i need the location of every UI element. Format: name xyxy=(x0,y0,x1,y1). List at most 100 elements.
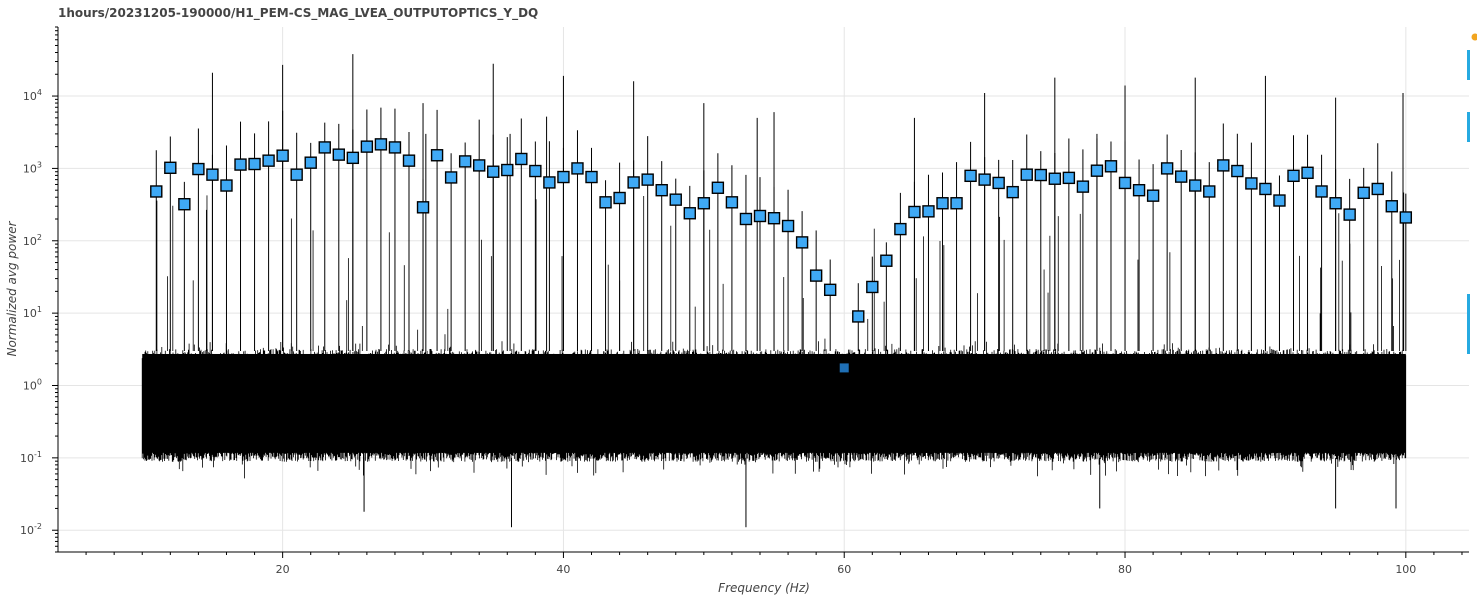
data-point-marker[interactable] xyxy=(444,171,458,184)
data-point-marker[interactable] xyxy=(992,176,1005,190)
data-point-marker[interactable] xyxy=(1315,185,1328,198)
reset-tool-icon[interactable] xyxy=(1467,294,1470,354)
data-point-marker[interactable] xyxy=(487,165,500,178)
data-point-marker[interactable] xyxy=(655,183,668,197)
data-point-marker[interactable] xyxy=(781,219,795,233)
data-point-marker[interactable] xyxy=(641,173,654,186)
data-point-marker[interactable] xyxy=(557,170,570,184)
data-point-marker[interactable] xyxy=(950,197,963,210)
data-point-marker[interactable] xyxy=(318,141,331,154)
axes: 20 40 60 80 100 10-2 10-1 100 101 102 103 104 xyxy=(20,26,1469,576)
data-point-marker[interactable] xyxy=(852,310,865,323)
data-point-marker[interactable] xyxy=(262,154,275,167)
data-point-marker[interactable] xyxy=(472,159,486,172)
data-point-marker[interactable] xyxy=(978,173,991,186)
markers[interactable] xyxy=(150,138,1413,373)
data-point-marker[interactable] xyxy=(683,207,696,220)
data-point-marker[interactable] xyxy=(1189,179,1202,192)
data-point-marker[interactable] xyxy=(1090,164,1104,177)
data-point-marker[interactable] xyxy=(360,140,374,153)
data-point-marker[interactable] xyxy=(964,169,977,183)
plot-toolbar[interactable] xyxy=(1467,28,1477,358)
data-point-marker[interactable] xyxy=(290,168,303,181)
data-point-marker[interactable] xyxy=(697,197,711,210)
data-point-marker[interactable] xyxy=(1245,177,1258,190)
data-point-marker[interactable] xyxy=(1146,189,1160,202)
data-point-marker[interactable] xyxy=(922,205,935,218)
data-point-marker[interactable] xyxy=(1034,168,1047,182)
bokeh-logo-icon[interactable] xyxy=(1467,30,1477,44)
data-point-marker[interactable] xyxy=(1020,168,1033,181)
zoom-tool-icon[interactable] xyxy=(1467,112,1470,142)
pan-tool-icon[interactable] xyxy=(1467,50,1470,80)
data-point-marker[interactable] xyxy=(374,138,388,151)
data-point-marker[interactable] xyxy=(1273,194,1286,207)
data-point-marker-60hz[interactable] xyxy=(839,363,849,373)
data-point-marker[interactable] xyxy=(669,193,682,206)
data-point-marker[interactable] xyxy=(809,269,823,282)
data-point-marker[interactable] xyxy=(416,201,430,214)
data-point-marker[interactable] xyxy=(1385,200,1398,213)
data-point-marker[interactable] xyxy=(248,157,261,171)
data-point-marker[interactable] xyxy=(276,149,289,162)
data-point-marker[interactable] xyxy=(388,141,402,154)
data-point-marker[interactable] xyxy=(1287,169,1300,183)
data-point-marker[interactable] xyxy=(585,170,598,184)
data-point-marker[interactable] xyxy=(739,212,753,226)
data-point-marker[interactable] xyxy=(515,152,528,166)
data-point-marker[interactable] xyxy=(402,154,416,167)
data-point-marker[interactable] xyxy=(164,161,177,174)
data-point-marker[interactable] xyxy=(1399,211,1413,224)
data-point-marker[interactable] xyxy=(529,164,542,178)
data-point-marker[interactable] xyxy=(1343,208,1356,221)
data-point-marker[interactable] xyxy=(346,151,360,165)
data-point-marker[interactable] xyxy=(1174,170,1188,183)
data-point-marker[interactable] xyxy=(866,280,879,294)
data-point-marker[interactable] xyxy=(725,196,739,209)
data-point-marker[interactable] xyxy=(767,212,781,225)
data-point-marker[interactable] xyxy=(1371,182,1384,196)
data-point-marker[interactable] xyxy=(627,176,640,189)
data-point-marker[interactable] xyxy=(1076,180,1090,193)
data-point-marker[interactable] xyxy=(1259,182,1272,196)
y-tick-label: 102 xyxy=(23,233,42,248)
data-point-marker[interactable] xyxy=(304,156,317,169)
data-point-marker[interactable] xyxy=(613,191,626,205)
data-point-marker[interactable] xyxy=(332,148,345,161)
data-point-marker[interactable] xyxy=(178,198,191,211)
data-point-marker[interactable] xyxy=(1006,185,1019,199)
data-point-marker[interactable] xyxy=(1217,159,1230,172)
data-point-marker[interactable] xyxy=(599,196,612,209)
data-point-marker[interactable] xyxy=(880,254,893,267)
data-point-marker[interactable] xyxy=(1329,197,1342,210)
data-point-marker[interactable] xyxy=(543,176,556,189)
data-point-marker[interactable] xyxy=(1231,164,1244,178)
data-point-marker[interactable] xyxy=(711,181,725,194)
data-point-marker[interactable] xyxy=(234,158,247,171)
data-point-marker[interactable] xyxy=(936,197,949,210)
data-point-marker[interactable] xyxy=(458,155,472,168)
data-point-marker[interactable] xyxy=(571,162,584,175)
data-point-marker[interactable] xyxy=(823,283,837,297)
data-point-marker[interactable] xyxy=(1104,160,1118,173)
data-point-marker[interactable] xyxy=(150,185,163,198)
data-point-marker[interactable] xyxy=(430,149,444,162)
data-point-marker[interactable] xyxy=(1048,172,1062,185)
x-tick-label: 60 xyxy=(837,563,851,576)
data-point-marker[interactable] xyxy=(501,163,514,177)
data-point-marker[interactable] xyxy=(1160,162,1174,175)
data-point-marker[interactable] xyxy=(192,162,205,176)
data-point-marker[interactable] xyxy=(206,168,219,181)
data-point-marker[interactable] xyxy=(795,236,809,249)
data-point-marker[interactable] xyxy=(1203,185,1216,198)
data-point-marker[interactable] xyxy=(753,209,767,223)
data-point-marker[interactable] xyxy=(1357,186,1370,200)
data-point-marker[interactable] xyxy=(220,179,233,192)
data-point-marker[interactable] xyxy=(908,205,921,219)
data-point-marker[interactable] xyxy=(1301,166,1314,179)
data-point-marker[interactable] xyxy=(1118,176,1132,190)
data-point-marker[interactable] xyxy=(1062,171,1076,185)
data-point-marker[interactable] xyxy=(1132,183,1146,197)
data-point-marker[interactable] xyxy=(894,222,907,236)
